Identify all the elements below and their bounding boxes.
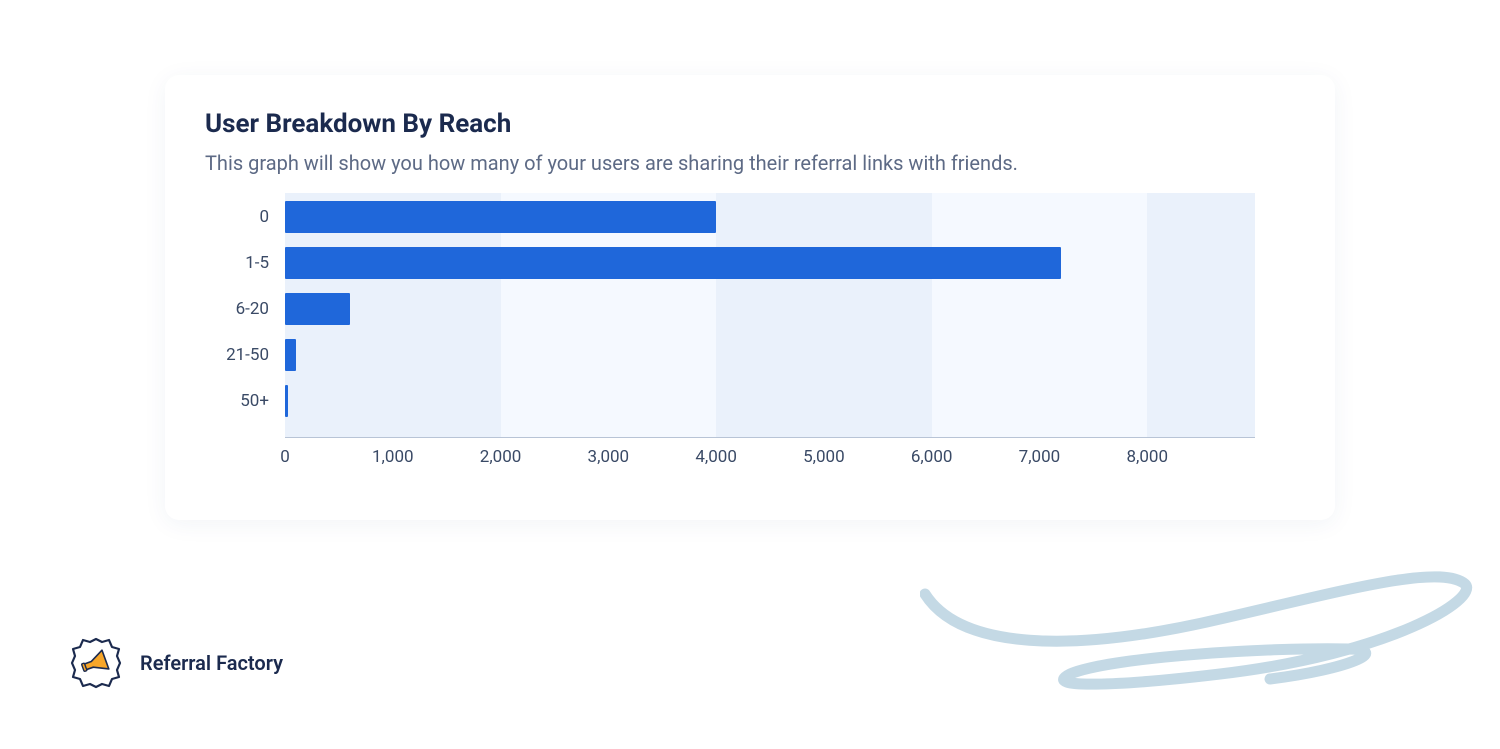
x-axis-label: 2,000 [480, 447, 522, 467]
bars-group [285, 201, 1255, 437]
bar-row [285, 293, 1255, 325]
x-axis-labels: 01,0002,0003,0004,0005,0006,0007,0008,00… [285, 447, 1255, 477]
x-axis-label: 8,000 [1126, 447, 1168, 467]
x-axis-label: 0 [280, 447, 290, 467]
x-axis-label: 6,000 [911, 447, 953, 467]
y-axis-labels: 0 1-5 6-20 21-50 50+ [205, 201, 275, 417]
bar-row [285, 201, 1255, 233]
x-axis-label: 3,000 [588, 447, 630, 467]
bar-row [285, 339, 1255, 371]
x-axis-label: 5,000 [803, 447, 845, 467]
y-axis-label: 50+ [205, 385, 275, 417]
y-axis-label: 1-5 [205, 247, 275, 279]
card-subtitle: This graph will show you how many of you… [205, 151, 1295, 175]
x-axis-label: 1,000 [372, 447, 414, 467]
y-axis-label: 6-20 [205, 293, 275, 325]
y-axis-label: 0 [205, 201, 275, 233]
plot-area [285, 193, 1255, 438]
bar [285, 247, 1061, 279]
card-title: User Breakdown By Reach [205, 109, 1295, 139]
bar-row [285, 385, 1255, 417]
bar [285, 293, 350, 325]
chart-container: 0 1-5 6-20 21-50 50+ 0 1,000 2,000 3,000 4,000 5,… [205, 193, 1295, 493]
bar-row [285, 247, 1255, 279]
decorative-swoosh [920, 539, 1480, 739]
megaphone-badge-icon [68, 635, 124, 691]
x-axis-label: 4,000 [695, 447, 737, 467]
brand-footer: Referral Factory [68, 635, 283, 691]
bar [285, 385, 288, 417]
y-axis-label: 21-50 [205, 339, 275, 371]
chart-card: User Breakdown By Reach This graph will … [165, 75, 1335, 520]
bar [285, 339, 296, 371]
brand-name: Referral Factory [140, 651, 283, 675]
x-axis-label: 7,000 [1019, 447, 1061, 467]
bar [285, 201, 716, 233]
